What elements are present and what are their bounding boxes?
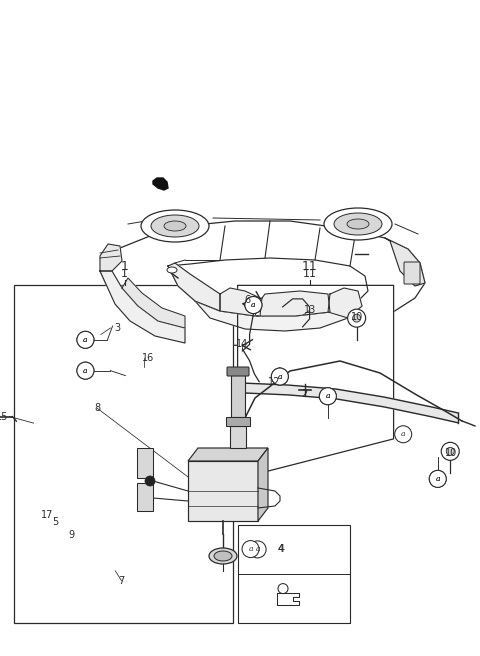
Circle shape [446, 447, 454, 455]
Text: 16: 16 [142, 352, 154, 363]
Text: 12: 12 [268, 377, 281, 387]
Ellipse shape [164, 221, 186, 231]
Text: a: a [277, 373, 282, 380]
Circle shape [441, 442, 459, 461]
Text: a: a [325, 392, 330, 400]
Circle shape [249, 541, 266, 558]
Text: a: a [401, 430, 406, 438]
Text: a: a [83, 336, 88, 344]
Text: 14: 14 [236, 339, 249, 350]
Circle shape [245, 297, 262, 314]
FancyBboxPatch shape [226, 417, 250, 426]
Text: 10: 10 [350, 312, 363, 322]
FancyBboxPatch shape [231, 375, 245, 417]
Circle shape [353, 314, 360, 322]
Circle shape [77, 331, 94, 348]
Text: a: a [83, 367, 88, 375]
Polygon shape [242, 383, 458, 423]
Ellipse shape [324, 208, 392, 240]
Text: a: a [325, 392, 330, 400]
Ellipse shape [141, 210, 209, 242]
Polygon shape [100, 271, 185, 343]
Circle shape [429, 470, 446, 487]
Polygon shape [168, 258, 368, 316]
Text: 9: 9 [68, 529, 74, 540]
Circle shape [77, 362, 94, 379]
Text: a: a [83, 367, 88, 375]
Ellipse shape [167, 267, 177, 273]
Text: 7: 7 [118, 575, 125, 586]
Circle shape [395, 426, 412, 443]
Text: 8: 8 [94, 403, 100, 413]
Polygon shape [238, 285, 394, 479]
Text: 6: 6 [244, 295, 250, 305]
Text: 11: 11 [302, 260, 317, 273]
Text: a: a [255, 545, 260, 554]
Text: 5: 5 [52, 516, 59, 527]
Text: 15: 15 [0, 411, 9, 422]
Circle shape [429, 470, 446, 487]
Text: a: a [251, 301, 256, 309]
Text: 1: 1 [121, 268, 128, 279]
Circle shape [271, 368, 288, 385]
Polygon shape [153, 178, 168, 190]
Text: 2: 2 [301, 388, 308, 399]
Ellipse shape [334, 213, 382, 235]
Polygon shape [122, 278, 185, 328]
Ellipse shape [347, 219, 369, 229]
Text: a: a [83, 336, 88, 344]
FancyBboxPatch shape [404, 262, 420, 284]
Text: 13: 13 [303, 305, 316, 316]
Text: 10: 10 [445, 447, 457, 458]
Circle shape [77, 331, 94, 348]
Polygon shape [100, 244, 122, 271]
FancyBboxPatch shape [230, 426, 246, 448]
Text: a: a [277, 373, 282, 380]
FancyBboxPatch shape [238, 525, 350, 623]
Polygon shape [195, 301, 362, 331]
Polygon shape [100, 221, 425, 346]
Polygon shape [220, 288, 260, 316]
FancyBboxPatch shape [227, 367, 249, 376]
FancyBboxPatch shape [137, 448, 153, 478]
FancyBboxPatch shape [14, 285, 233, 623]
Ellipse shape [151, 215, 199, 237]
Text: 4: 4 [278, 544, 284, 554]
Text: a: a [435, 475, 440, 483]
Ellipse shape [209, 548, 237, 564]
Circle shape [245, 297, 262, 314]
Circle shape [77, 362, 94, 379]
Text: a: a [435, 475, 440, 483]
Circle shape [278, 584, 288, 594]
Text: 4: 4 [277, 544, 285, 554]
Polygon shape [188, 461, 258, 521]
FancyBboxPatch shape [137, 483, 153, 511]
Polygon shape [328, 288, 362, 318]
Polygon shape [258, 448, 268, 521]
Circle shape [348, 309, 366, 327]
Circle shape [271, 368, 288, 385]
Polygon shape [260, 291, 330, 316]
Ellipse shape [214, 551, 232, 561]
Text: 3: 3 [115, 323, 120, 333]
Text: 11: 11 [302, 268, 317, 279]
Circle shape [319, 388, 336, 405]
Polygon shape [188, 448, 268, 461]
Text: a: a [251, 301, 256, 309]
Text: a: a [248, 545, 253, 553]
Circle shape [319, 388, 336, 405]
Circle shape [242, 541, 259, 558]
Circle shape [145, 476, 155, 486]
Polygon shape [168, 263, 220, 311]
Text: 1: 1 [121, 260, 129, 273]
Polygon shape [385, 238, 425, 286]
Text: 17: 17 [41, 510, 53, 520]
